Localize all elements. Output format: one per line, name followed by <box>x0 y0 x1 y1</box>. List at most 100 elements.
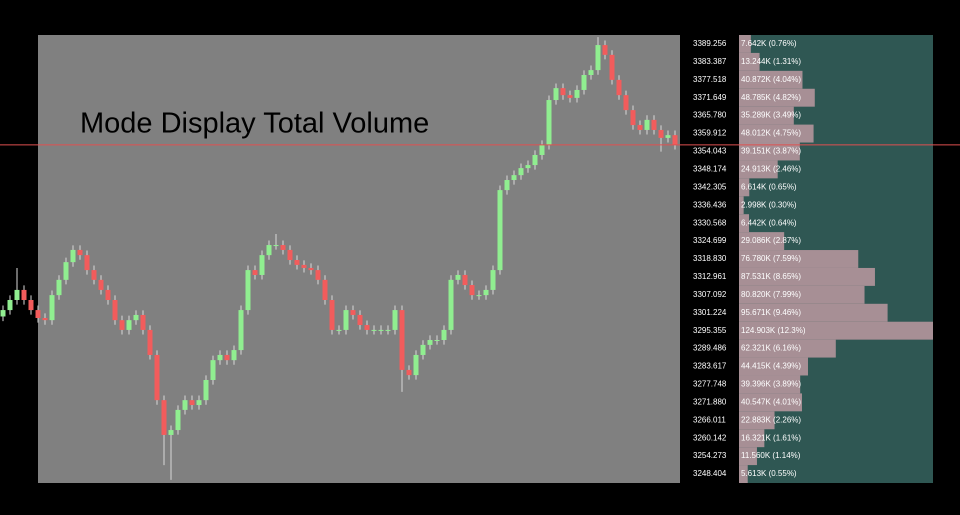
candle-body <box>322 279 328 301</box>
profile-bar <box>739 214 750 233</box>
profile-bar <box>739 52 760 71</box>
candle-body <box>336 329 342 331</box>
candle-body <box>609 54 615 80</box>
volume-label: 44.415K (4.39%) <box>741 362 801 371</box>
candle-body <box>455 274 461 280</box>
price-label: 3307.092 <box>693 290 727 299</box>
candle-body <box>448 279 454 330</box>
price-label: 3248.404 <box>693 469 727 478</box>
price-label: 3383.387 <box>693 57 727 66</box>
candle-body <box>0 310 6 317</box>
profile-bar <box>739 339 836 358</box>
candle-body <box>518 168 524 176</box>
profile-bar <box>739 178 750 197</box>
candle-body <box>406 369 412 376</box>
price-label: 3277.748 <box>693 380 727 389</box>
price-label: 3365.780 <box>693 111 727 120</box>
volume-profile <box>739 35 933 483</box>
profile-bar <box>739 411 775 430</box>
candle-body <box>483 289 489 296</box>
candle-body <box>560 88 566 96</box>
candle-body <box>217 354 223 361</box>
candle-body <box>266 245 272 256</box>
profile-bar <box>739 285 865 304</box>
candle-body <box>651 119 657 130</box>
candle-body <box>329 300 335 330</box>
candle-body <box>497 190 503 271</box>
price-label: 3289.486 <box>693 344 727 353</box>
profile-bar <box>739 142 800 161</box>
volume-label: 13.244K (1.31%) <box>741 57 801 66</box>
volume-label: 6.614K (0.65%) <box>741 182 797 191</box>
price-label: 3324.699 <box>693 236 727 245</box>
candle-body <box>63 262 69 280</box>
candle-body <box>602 45 608 55</box>
volume-label: 40.872K (4.04%) <box>741 75 801 84</box>
candle-body <box>35 310 41 319</box>
candle-body <box>91 270 97 280</box>
candle-body <box>196 400 202 406</box>
candle-body <box>553 88 559 101</box>
candle-body <box>189 400 195 406</box>
candle-body <box>574 89 580 98</box>
candle-body <box>658 129 664 138</box>
profile-bar <box>739 375 801 394</box>
volume-label: 39.151K (3.87%) <box>741 147 801 156</box>
profile-bar <box>739 160 778 179</box>
candle-body <box>567 95 573 98</box>
candle-body <box>371 329 377 331</box>
candle-body <box>511 175 517 181</box>
candle-body <box>280 245 286 250</box>
candle-body <box>364 325 370 330</box>
candle-body <box>231 350 237 361</box>
candle-body <box>504 180 510 191</box>
volume-label: 48.785K (4.82%) <box>741 93 801 102</box>
candle-body <box>539 144 545 155</box>
price-label: 3301.224 <box>693 308 727 317</box>
candle-body <box>672 135 678 145</box>
profile-bar <box>739 447 757 466</box>
candle-body <box>245 270 251 311</box>
candle-body <box>154 354 160 401</box>
profile-bar <box>739 267 875 286</box>
candle-body <box>532 154 538 166</box>
candle-body <box>203 379 209 401</box>
candle-body <box>434 339 440 341</box>
candle-body <box>77 249 83 256</box>
candle-body <box>315 270 321 280</box>
profile-bar <box>739 429 765 448</box>
candle-body <box>7 300 13 311</box>
profile-bar <box>739 196 744 215</box>
candle-body <box>462 274 468 286</box>
price-label: 3377.518 <box>693 75 727 84</box>
profile-bar <box>739 357 808 376</box>
candle-body <box>133 314 139 321</box>
candle-body <box>630 110 636 126</box>
candle-body <box>413 354 419 376</box>
price-label: 3354.043 <box>693 147 727 156</box>
volume-label: 48.012K (4.75%) <box>741 129 801 138</box>
price-label: 3359.912 <box>693 129 727 138</box>
candle-body <box>385 329 391 331</box>
candle-body <box>392 310 398 330</box>
candle-body <box>420 344 426 355</box>
candle-body <box>210 360 216 380</box>
candle-body <box>525 165 531 169</box>
profile-bar <box>739 303 888 322</box>
price-label: 3254.273 <box>693 451 727 460</box>
profile-bar <box>739 35 751 53</box>
candle-body <box>490 270 496 290</box>
price-label: 3260.142 <box>693 433 727 442</box>
candle-body <box>140 314 146 330</box>
volume-label: 76.780K (7.59%) <box>741 254 801 263</box>
candle-body <box>147 329 153 355</box>
volume-label: 35.289K (3.49%) <box>741 111 801 120</box>
volume-label: 29.086K (2.87%) <box>741 236 801 245</box>
candle-body <box>294 260 300 265</box>
candle-body <box>28 300 34 311</box>
candle-body <box>112 300 118 321</box>
candle-body <box>308 267 314 271</box>
price-label: 3330.568 <box>693 218 727 227</box>
candle-body <box>623 95 629 111</box>
